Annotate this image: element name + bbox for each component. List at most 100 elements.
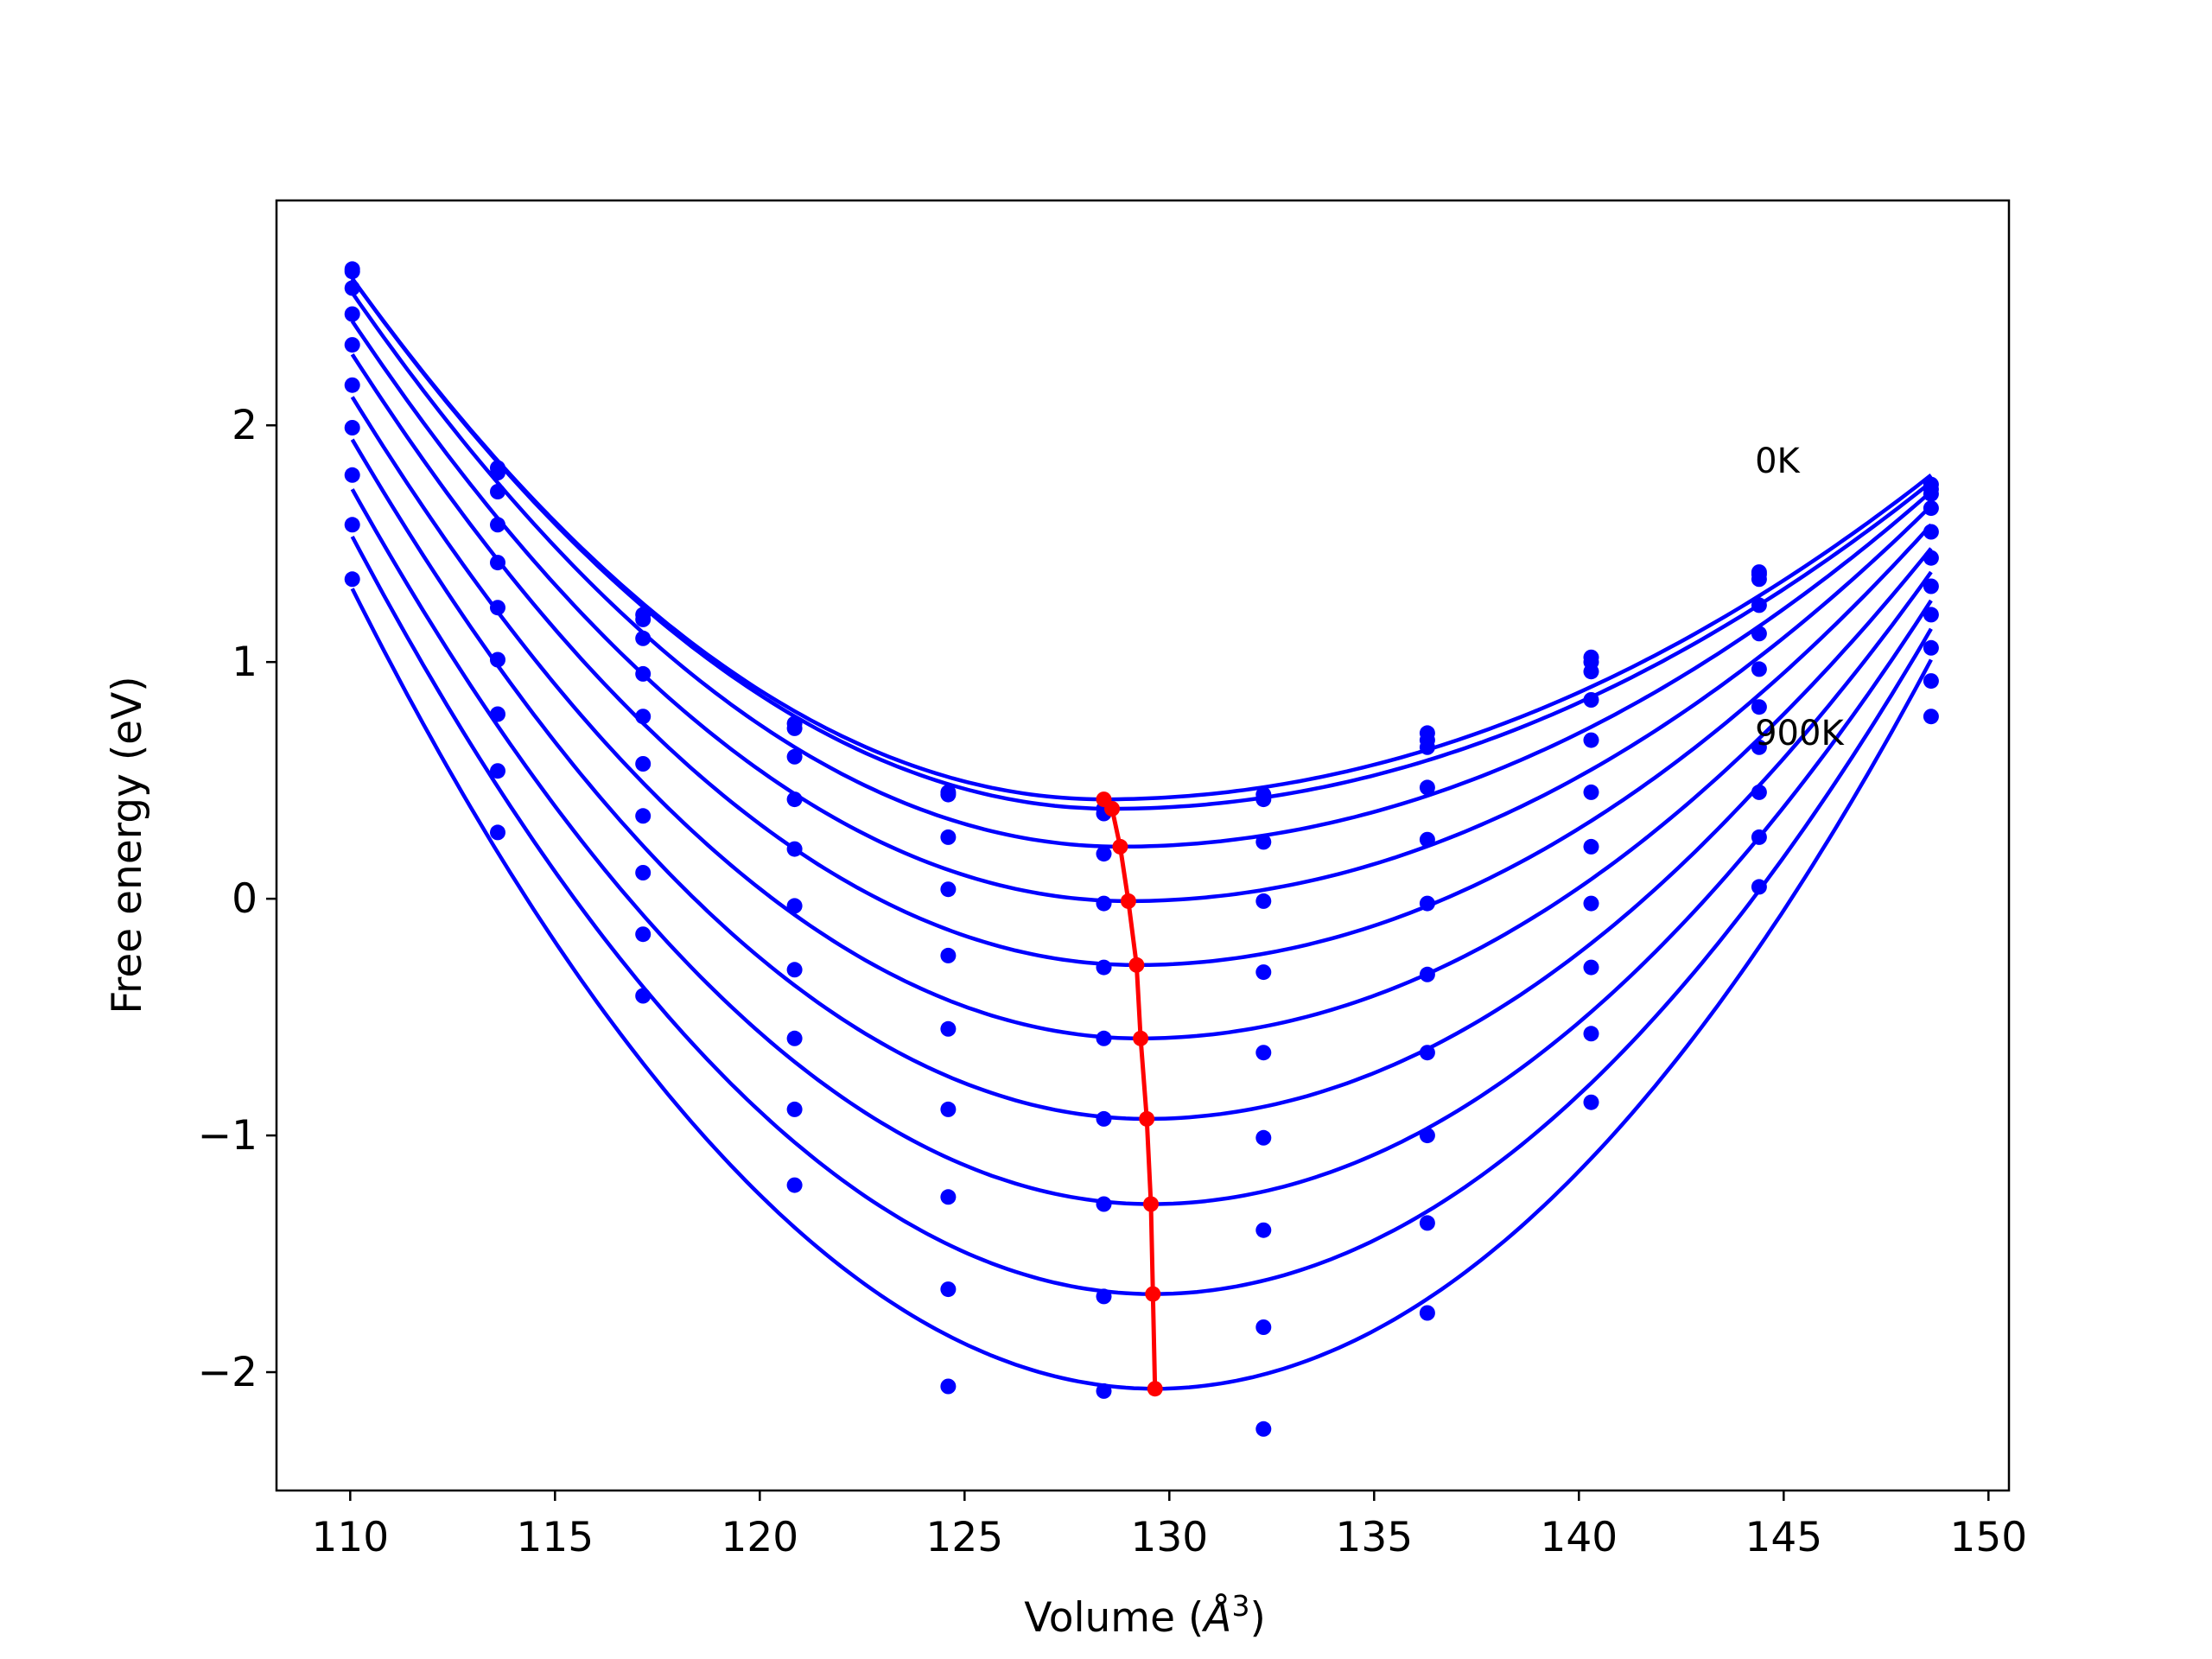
data-point <box>1096 1382 1112 1399</box>
data-point <box>344 571 360 588</box>
data-point <box>1096 1196 1112 1212</box>
data-point <box>1583 649 1599 665</box>
data-point <box>1583 732 1599 748</box>
data-point <box>1255 1129 1272 1146</box>
data-point <box>1923 673 1939 690</box>
data-point <box>635 709 652 725</box>
data-point <box>1923 639 1939 656</box>
data-point <box>1923 578 1939 594</box>
data-point <box>344 306 360 322</box>
data-point <box>1583 1094 1599 1110</box>
minimum-point <box>1112 838 1128 855</box>
data-point <box>1255 1045 1272 1061</box>
data-point <box>786 791 803 808</box>
data-point <box>635 926 652 943</box>
data-point <box>940 1101 957 1117</box>
y-tick-label: −2 <box>198 1349 257 1396</box>
curve-annotation: 0K <box>1755 442 1801 481</box>
data-point <box>1419 739 1435 755</box>
data-point <box>940 1281 957 1298</box>
data-point <box>940 1020 957 1037</box>
data-point <box>1419 779 1435 796</box>
minimum-point <box>1147 1381 1163 1397</box>
data-point <box>786 898 803 914</box>
data-point <box>344 377 360 393</box>
data-point <box>490 517 505 533</box>
x-tick-label: 140 <box>1540 1514 1618 1561</box>
data-point <box>1255 893 1272 909</box>
minimum-trace <box>1102 798 1158 1389</box>
plot-frame <box>275 199 2011 1492</box>
fit-curve-2 <box>350 291 1933 849</box>
data-point <box>344 261 360 277</box>
data-point <box>1583 959 1599 976</box>
minimum-point <box>1133 1030 1149 1046</box>
x-tick-label: 130 <box>1130 1514 1208 1561</box>
x-tick-label: 150 <box>1949 1514 2027 1561</box>
data-point <box>786 1101 803 1117</box>
minimum-line <box>1096 791 1163 1397</box>
x-tick-label: 125 <box>925 1514 1003 1561</box>
data-point <box>1419 1045 1435 1061</box>
data-point <box>490 460 505 476</box>
data-point <box>1255 791 1272 808</box>
minimum-point <box>1143 1196 1159 1212</box>
data-point <box>1255 1319 1272 1335</box>
y-axis-label: Free energy (eV) <box>104 676 151 1014</box>
data-point <box>490 484 505 499</box>
data-point <box>1583 784 1599 800</box>
data-point <box>940 1189 957 1205</box>
data-point <box>1751 829 1767 845</box>
data-point <box>940 947 957 963</box>
data-point <box>1255 1421 1272 1437</box>
data-point <box>344 420 360 435</box>
data-point <box>1751 626 1767 642</box>
minimum-point <box>1128 957 1145 973</box>
data-point <box>1923 524 1939 540</box>
data-point <box>1583 895 1599 912</box>
y-axis-ticks: −2 −1 0 1 2 <box>198 402 276 1396</box>
data-point <box>1419 1305 1435 1321</box>
fit-curve-3 <box>350 320 1933 904</box>
y-tick-label: 2 <box>232 402 257 449</box>
data-point <box>1923 607 1939 623</box>
curve-annotation: 900K <box>1755 714 1845 753</box>
data-point <box>1583 692 1599 708</box>
y-tick-label: 1 <box>232 639 257 686</box>
data-point <box>490 555 505 571</box>
data-point <box>1419 725 1435 741</box>
data-point <box>1583 838 1599 855</box>
data-point <box>786 1030 803 1046</box>
data-point <box>635 988 652 1004</box>
data-point <box>1255 834 1272 850</box>
data-point <box>1096 1030 1112 1046</box>
data-point <box>1751 739 1767 755</box>
data-point <box>1751 879 1767 895</box>
data-point <box>940 786 957 803</box>
data-point <box>1419 1128 1435 1144</box>
data-point <box>786 748 803 765</box>
data-point <box>1923 486 1939 502</box>
data-point <box>635 808 652 824</box>
x-tick-label: 120 <box>721 1514 798 1561</box>
data-point <box>635 607 652 623</box>
data-point <box>940 1378 957 1395</box>
y-tick-label: −1 <box>198 1112 257 1160</box>
data-point <box>1583 1026 1599 1042</box>
data-point <box>490 706 505 722</box>
fit-curve-8 <box>350 535 1933 1296</box>
data-point <box>1096 1288 1112 1305</box>
data-point <box>786 715 803 732</box>
minimum-point <box>1139 1110 1155 1127</box>
data-point <box>786 841 803 857</box>
data-point <box>940 829 957 845</box>
x-axis-ticks: 110 115 120 125 130 135 140 145 150 <box>311 1491 2027 1561</box>
x-tick-label: 135 <box>1335 1514 1413 1561</box>
minimum-point <box>1120 893 1136 909</box>
fit-curve-7 <box>350 488 1933 1206</box>
x-tick-label: 115 <box>516 1514 594 1561</box>
annotations: 0K 900K <box>1755 442 1845 753</box>
data-point <box>940 881 957 898</box>
